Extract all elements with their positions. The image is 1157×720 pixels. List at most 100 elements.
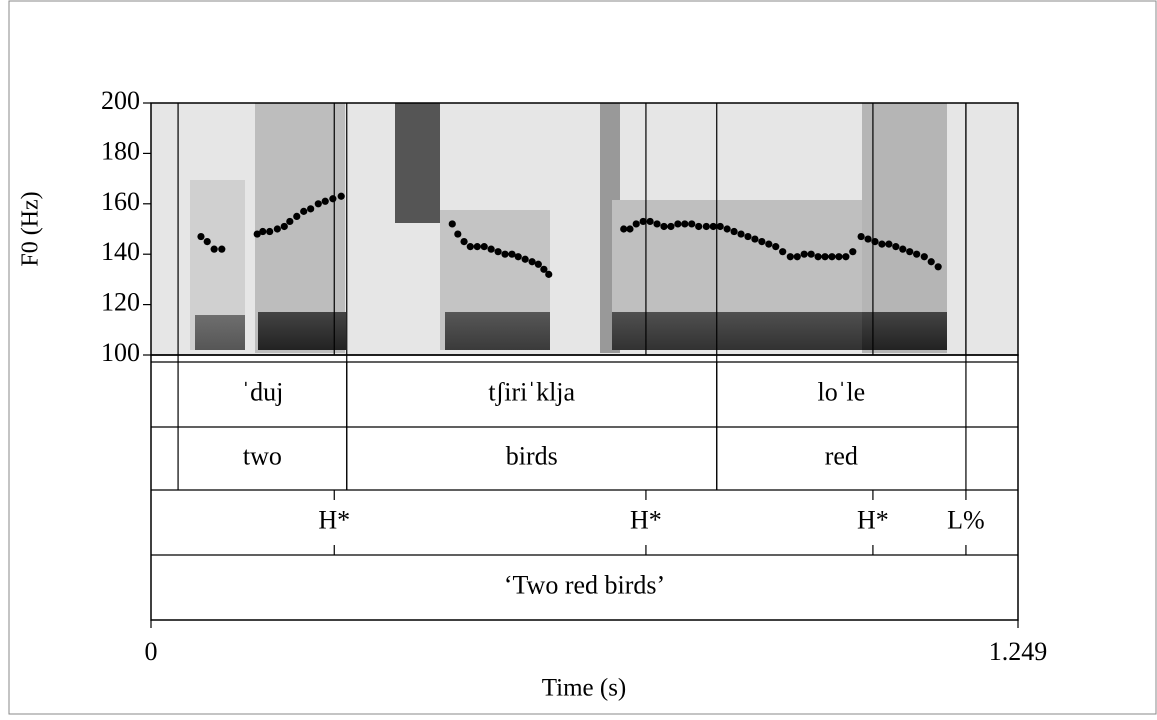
- interval-label: loˈle: [818, 377, 866, 406]
- f0-point: [307, 205, 314, 212]
- f0-point: [695, 223, 702, 230]
- f0-point: [674, 220, 681, 227]
- f0-point: [653, 220, 660, 227]
- f0-point: [787, 253, 794, 260]
- f0-point: [801, 251, 808, 258]
- f0-point: [688, 220, 695, 227]
- f0-point: [454, 230, 461, 237]
- f0-point: [885, 241, 892, 248]
- f0-point: [935, 263, 942, 270]
- f0-point: [717, 223, 724, 230]
- f0-point: [474, 243, 481, 250]
- f0-point: [828, 253, 835, 260]
- f0-point: [737, 230, 744, 237]
- f0-point: [849, 248, 856, 255]
- f0-point: [338, 193, 345, 200]
- point-label: H*: [857, 505, 889, 534]
- f0-point: [315, 200, 322, 207]
- interval-label: ˈduj: [241, 377, 283, 406]
- f0-point: [703, 223, 710, 230]
- f0-point: [921, 253, 928, 260]
- interval-label: tʃiriˈklja: [488, 377, 575, 406]
- f0-point: [329, 195, 336, 202]
- f0-point: [508, 251, 515, 258]
- f0-point: [681, 220, 688, 227]
- spectrogram: [151, 103, 1018, 355]
- interval-label: two: [243, 441, 282, 470]
- f0-point: [515, 253, 522, 260]
- f0-point: [274, 225, 281, 232]
- y-tick-label: 140: [101, 237, 140, 266]
- point-label: L%: [947, 505, 985, 534]
- f0-point: [758, 238, 765, 245]
- f0-point: [293, 213, 300, 220]
- f0-point: [858, 233, 865, 240]
- f0-point: [864, 235, 871, 242]
- f0-point: [501, 251, 508, 258]
- f0-point: [878, 241, 885, 248]
- f0-point: [928, 258, 935, 265]
- f0-point: [281, 223, 288, 230]
- f0-point: [794, 253, 801, 260]
- y-tick-label: 120: [101, 288, 140, 317]
- f0-point: [204, 238, 211, 245]
- f0-point: [779, 248, 786, 255]
- x-tick-label: 0: [145, 637, 158, 666]
- f0-point: [724, 225, 731, 232]
- f0-point: [842, 253, 849, 260]
- x-tick-label: 1.249: [989, 637, 1048, 666]
- f0-point: [906, 248, 913, 255]
- chart: F0 (Hz) Time (s) ˈduj tʃiriˈklja loˈle two b…: [0, 0, 1157, 715]
- f0-point: [467, 243, 474, 250]
- f0-point: [751, 235, 758, 242]
- f0-point: [640, 218, 647, 225]
- f0-point: [259, 228, 266, 235]
- f0-point: [449, 220, 456, 227]
- f0-point: [814, 253, 821, 260]
- page: F0 (Hz) Time (s) ˈduj tʃiriˈklja loˈle two b…: [0, 0, 1157, 715]
- f0-point: [322, 198, 329, 205]
- f0-point: [744, 233, 751, 240]
- f0-point: [300, 208, 307, 215]
- f0-point: [218, 246, 225, 253]
- y-tick-label: 160: [101, 187, 140, 216]
- point-label: H*: [318, 505, 350, 534]
- f0-point: [660, 223, 667, 230]
- f0-point: [633, 220, 640, 227]
- f0-point: [535, 261, 542, 268]
- y-tick-label: 100: [101, 338, 140, 367]
- f0-point: [710, 223, 717, 230]
- f0-point: [765, 241, 772, 248]
- interval-label: red: [825, 441, 858, 470]
- f0-point: [835, 253, 842, 260]
- f0-point: [545, 271, 552, 278]
- f0-point: [871, 238, 878, 245]
- f0-point: [646, 218, 653, 225]
- f0-point: [821, 253, 828, 260]
- f0-point: [211, 246, 218, 253]
- f0-point: [913, 251, 920, 258]
- y-tick-label: 200: [101, 86, 140, 115]
- f0-point: [460, 238, 467, 245]
- f0-point: [667, 223, 674, 230]
- f0-point: [528, 258, 535, 265]
- f0-point: [808, 251, 815, 258]
- f0-point: [494, 248, 501, 255]
- f0-point: [730, 228, 737, 235]
- interval-label: birds: [506, 441, 558, 470]
- y-axis-label: F0 (Hz): [18, 191, 44, 266]
- f0-point: [772, 243, 779, 250]
- f0-point: [899, 246, 906, 253]
- f0-point: [522, 256, 529, 263]
- y-tick-label: 180: [101, 136, 140, 165]
- f0-point: [488, 246, 495, 253]
- x-axis-label: Time (s): [542, 675, 627, 702]
- f0-point: [626, 225, 633, 232]
- point-label: H*: [630, 505, 662, 534]
- f0-point: [892, 243, 899, 250]
- f0-point: [620, 225, 627, 232]
- f0-point: [197, 233, 204, 240]
- f0-point: [286, 218, 293, 225]
- interval-label: ‘Two red birds’: [504, 570, 665, 599]
- f0-point: [481, 243, 488, 250]
